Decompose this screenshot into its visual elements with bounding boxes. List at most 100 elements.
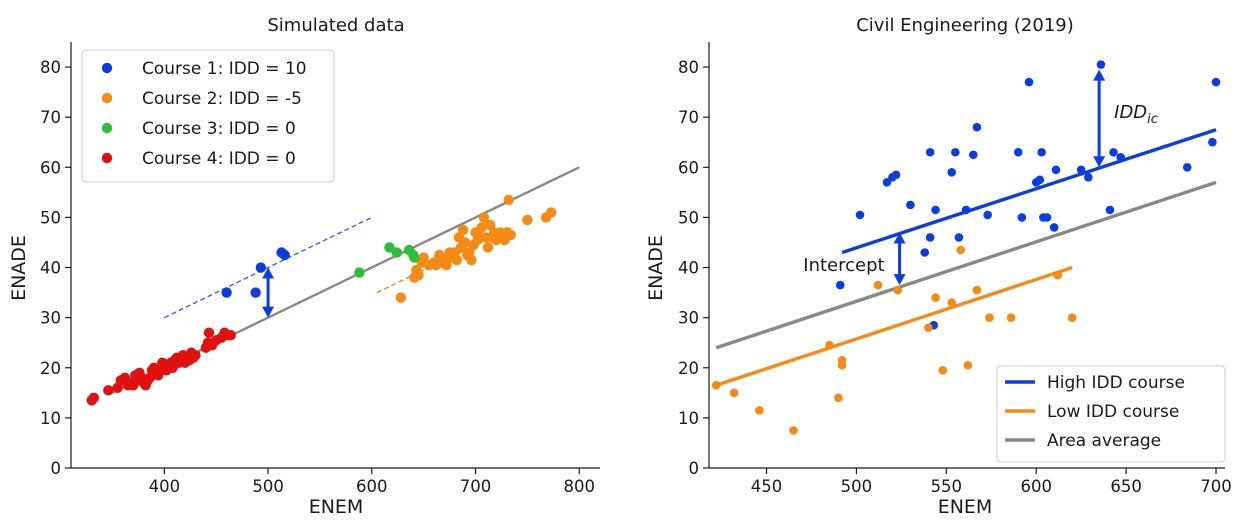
data-point <box>920 248 930 257</box>
x-tick-label-700: 700 <box>1200 477 1232 496</box>
x-tick-label-700: 700 <box>460 477 492 496</box>
data-point <box>931 293 940 302</box>
y-tick-label-40: 40 <box>40 259 61 278</box>
data-point <box>1211 77 1221 87</box>
data-point <box>225 329 236 341</box>
chart-title-civil-engineering: Civil Engineering (2019) <box>856 15 1074 36</box>
legend-label-area-average: Area average <box>1047 431 1161 451</box>
y-tick-label-50: 50 <box>40 208 61 227</box>
legend-label-3: Course 3: IDD = 0 <box>142 119 296 139</box>
legend-civil-engineering: High IDD course Low IDD course Area averag… <box>996 365 1226 463</box>
data-point <box>873 280 883 290</box>
y-tick-label-50: 50 <box>678 208 699 227</box>
data-point <box>925 147 935 157</box>
series-course-2-idd-5 <box>395 194 557 303</box>
data-point <box>906 200 915 210</box>
data-point <box>203 327 215 338</box>
data-point <box>1182 162 1192 172</box>
y-tick-label-20: 20 <box>678 359 699 378</box>
data-point <box>354 267 365 278</box>
data-point <box>221 287 232 298</box>
data-point <box>882 178 892 187</box>
series-course-4-idd-0 <box>86 327 236 406</box>
y-tick-label-40: 40 <box>678 259 699 278</box>
legend-label-2: Course 2: IDD = -5 <box>142 89 302 109</box>
data-point <box>825 340 834 350</box>
data-point <box>961 205 971 215</box>
data-point <box>1013 147 1023 157</box>
data-point <box>546 207 557 218</box>
y-tick-label-70: 70 <box>678 108 699 127</box>
x-axis-label-civil-engineering: ENEM <box>938 496 993 518</box>
data-point <box>1076 165 1086 175</box>
data-point <box>476 222 487 233</box>
series-course-3-idd-0 <box>354 242 420 278</box>
data-point <box>522 214 533 226</box>
series-high-idd-course <box>835 60 1221 330</box>
fit-line-high-idd-course <box>841 128 1217 255</box>
x-tick-label-500: 500 <box>841 477 873 496</box>
data-point <box>789 426 798 435</box>
data-point <box>951 147 960 157</box>
data-point <box>88 392 100 404</box>
data-point <box>384 242 395 253</box>
x-tick-label-600: 600 <box>356 477 388 496</box>
data-point <box>729 388 739 398</box>
arrow-head-down <box>262 306 275 318</box>
data-point <box>972 285 982 295</box>
data-point <box>835 280 845 290</box>
data-point <box>1024 77 1034 87</box>
civil-engineering-chart: 450 500 550 600 650 700 0 10 20 30 40 50 60 70 80 High … <box>645 15 1232 518</box>
data-point <box>855 210 865 220</box>
data-point <box>983 210 992 220</box>
data-point <box>279 249 290 261</box>
y-tick-label-20: 20 <box>40 359 61 378</box>
data-point <box>947 298 957 307</box>
data-point <box>451 254 463 266</box>
data-point <box>985 313 994 322</box>
data-point <box>954 233 964 242</box>
data-point <box>924 323 933 332</box>
plot-area-simulated: 400 500 600 700 800 0 10 20 30 40 50 60 70 80 Course 1… <box>40 42 600 496</box>
data-point <box>947 168 957 177</box>
data-point <box>891 170 901 180</box>
series-low-idd-course <box>711 245 1077 435</box>
y-tick-label-0: 0 <box>689 459 700 478</box>
data-point <box>834 393 843 403</box>
data-point <box>1037 147 1046 157</box>
data-point <box>395 292 407 303</box>
data-point <box>1051 165 1061 175</box>
series-course-1-idd-10 <box>221 247 290 298</box>
idd-annotation: IDDic <box>1114 102 1158 127</box>
y-tick-label-60: 60 <box>678 158 699 177</box>
data-point <box>1049 223 1059 232</box>
arrow-head-down <box>893 274 906 286</box>
y-tick-label-80: 80 <box>40 58 61 77</box>
plot-area-civil-engineering: 450 500 550 600 650 700 0 10 20 30 40 50 60 70 80 High … <box>678 42 1232 496</box>
data-point <box>1053 270 1063 280</box>
chart-title-simulated: Simulated data <box>267 15 404 36</box>
data-point <box>1096 60 1106 69</box>
data-point <box>409 252 420 263</box>
intercept-annotation: Intercept <box>803 255 884 276</box>
idd-annotation-main: IDD <box>1114 102 1147 123</box>
x-axis-label-simulated: ENEM <box>309 496 364 518</box>
legend-box <box>81 49 335 183</box>
data-point <box>972 122 982 132</box>
double-arrow-1 <box>1093 69 1106 168</box>
legend-marker-2 <box>101 92 113 104</box>
data-point <box>1208 137 1217 147</box>
data-point <box>255 262 267 273</box>
y-tick-label-10: 10 <box>678 409 699 428</box>
y-tick-label-80: 80 <box>678 58 699 77</box>
fit-line-low-idd-course <box>715 265 1073 387</box>
data-point <box>1042 213 1052 222</box>
fit-line-area-average <box>715 180 1217 350</box>
legend-marker-3 <box>101 122 113 134</box>
legend-label-low-idd-course: Low IDD course <box>1047 402 1179 422</box>
data-point <box>413 269 424 281</box>
data-point <box>482 242 494 253</box>
data-point <box>478 212 490 223</box>
x-tick-label-650: 650 <box>1110 477 1142 496</box>
